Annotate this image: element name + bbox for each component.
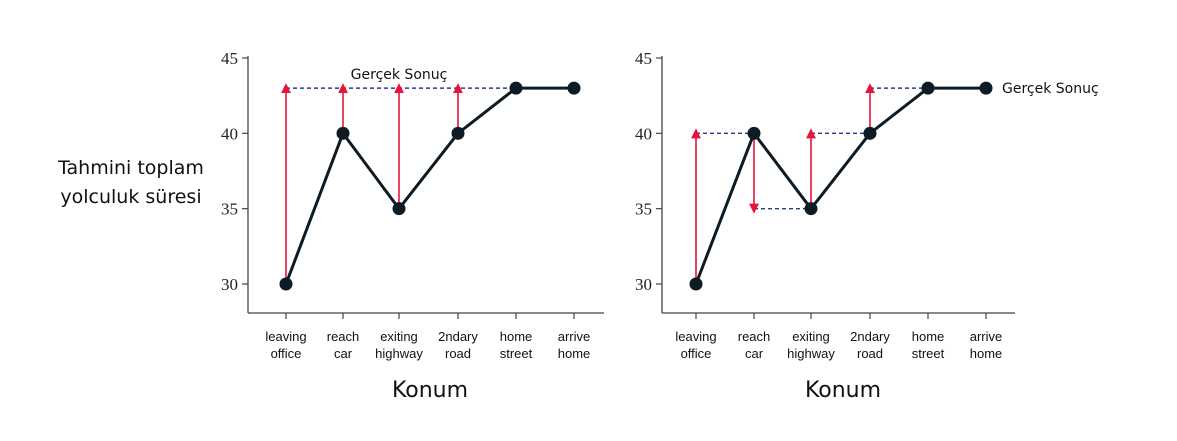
data-point	[451, 126, 465, 140]
x-tick-label: car	[745, 346, 764, 361]
y-axis-label: yolculuk süresi	[60, 186, 201, 208]
x-tick-label: office	[681, 346, 712, 361]
x-tick-label: reach	[327, 329, 360, 344]
data-point	[804, 202, 818, 216]
series-line	[284, 86, 574, 285]
y-tick-label: 30	[221, 275, 238, 294]
x-tick-label: exiting	[380, 329, 418, 344]
data-point	[979, 81, 993, 95]
x-tick-label: reach	[738, 329, 771, 344]
x-tick-label: 2ndary	[850, 329, 890, 344]
data-point	[392, 202, 406, 216]
y-tick-label: 35	[221, 200, 238, 219]
chart-right: 30 35 40 45 leaving office reach car exiting high…	[635, 49, 1099, 403]
data-point	[567, 81, 581, 95]
data-point	[747, 126, 761, 140]
x-axis-label: Konum	[805, 378, 881, 403]
x-tick-label: office	[271, 346, 302, 361]
series-line	[694, 86, 986, 285]
data-point	[509, 81, 523, 95]
x-tick-label: leaving	[265, 329, 306, 344]
x-tick-label: home	[500, 329, 533, 344]
y-axis-label: Tahmini toplam	[57, 157, 204, 179]
y-tick-label: 35	[635, 200, 652, 219]
x-tick-label: car	[334, 346, 353, 361]
x-tick-label: arrive	[970, 329, 1003, 344]
x-tick-label: highway	[787, 346, 835, 361]
x-tick-label: home	[558, 346, 591, 361]
y-tick-label: 40	[635, 124, 652, 143]
x-tick-label: exiting	[792, 329, 830, 344]
x-tick-label: road	[857, 346, 883, 361]
x-tick-label: street	[500, 346, 533, 361]
data-point	[279, 277, 293, 291]
x-tick-label: home	[970, 346, 1003, 361]
y-tick-label: 45	[635, 49, 652, 68]
data-point	[689, 277, 703, 291]
x-tick-label: leaving	[675, 329, 716, 344]
y-tick-label: 40	[221, 124, 238, 143]
annotation-label: Gerçek Sonuç	[351, 67, 448, 83]
x-tick-label: highway	[375, 346, 423, 361]
y-tick-label: 45	[221, 49, 238, 68]
data-point	[336, 126, 350, 140]
x-tick-label: arrive	[558, 329, 591, 344]
chart-left: 30 35 40 45 leaving office reach car exiting high…	[57, 49, 604, 403]
x-axis-label: Konum	[392, 378, 468, 403]
y-tick-label: 30	[635, 275, 652, 294]
x-tick-label: home	[912, 329, 945, 344]
x-tick-label: 2ndary	[438, 329, 478, 344]
data-point	[921, 81, 935, 95]
data-point	[863, 126, 877, 140]
annotation-label: Gerçek Sonuç	[1002, 81, 1099, 97]
x-tick-label: street	[912, 346, 945, 361]
x-tick-label: road	[445, 346, 471, 361]
